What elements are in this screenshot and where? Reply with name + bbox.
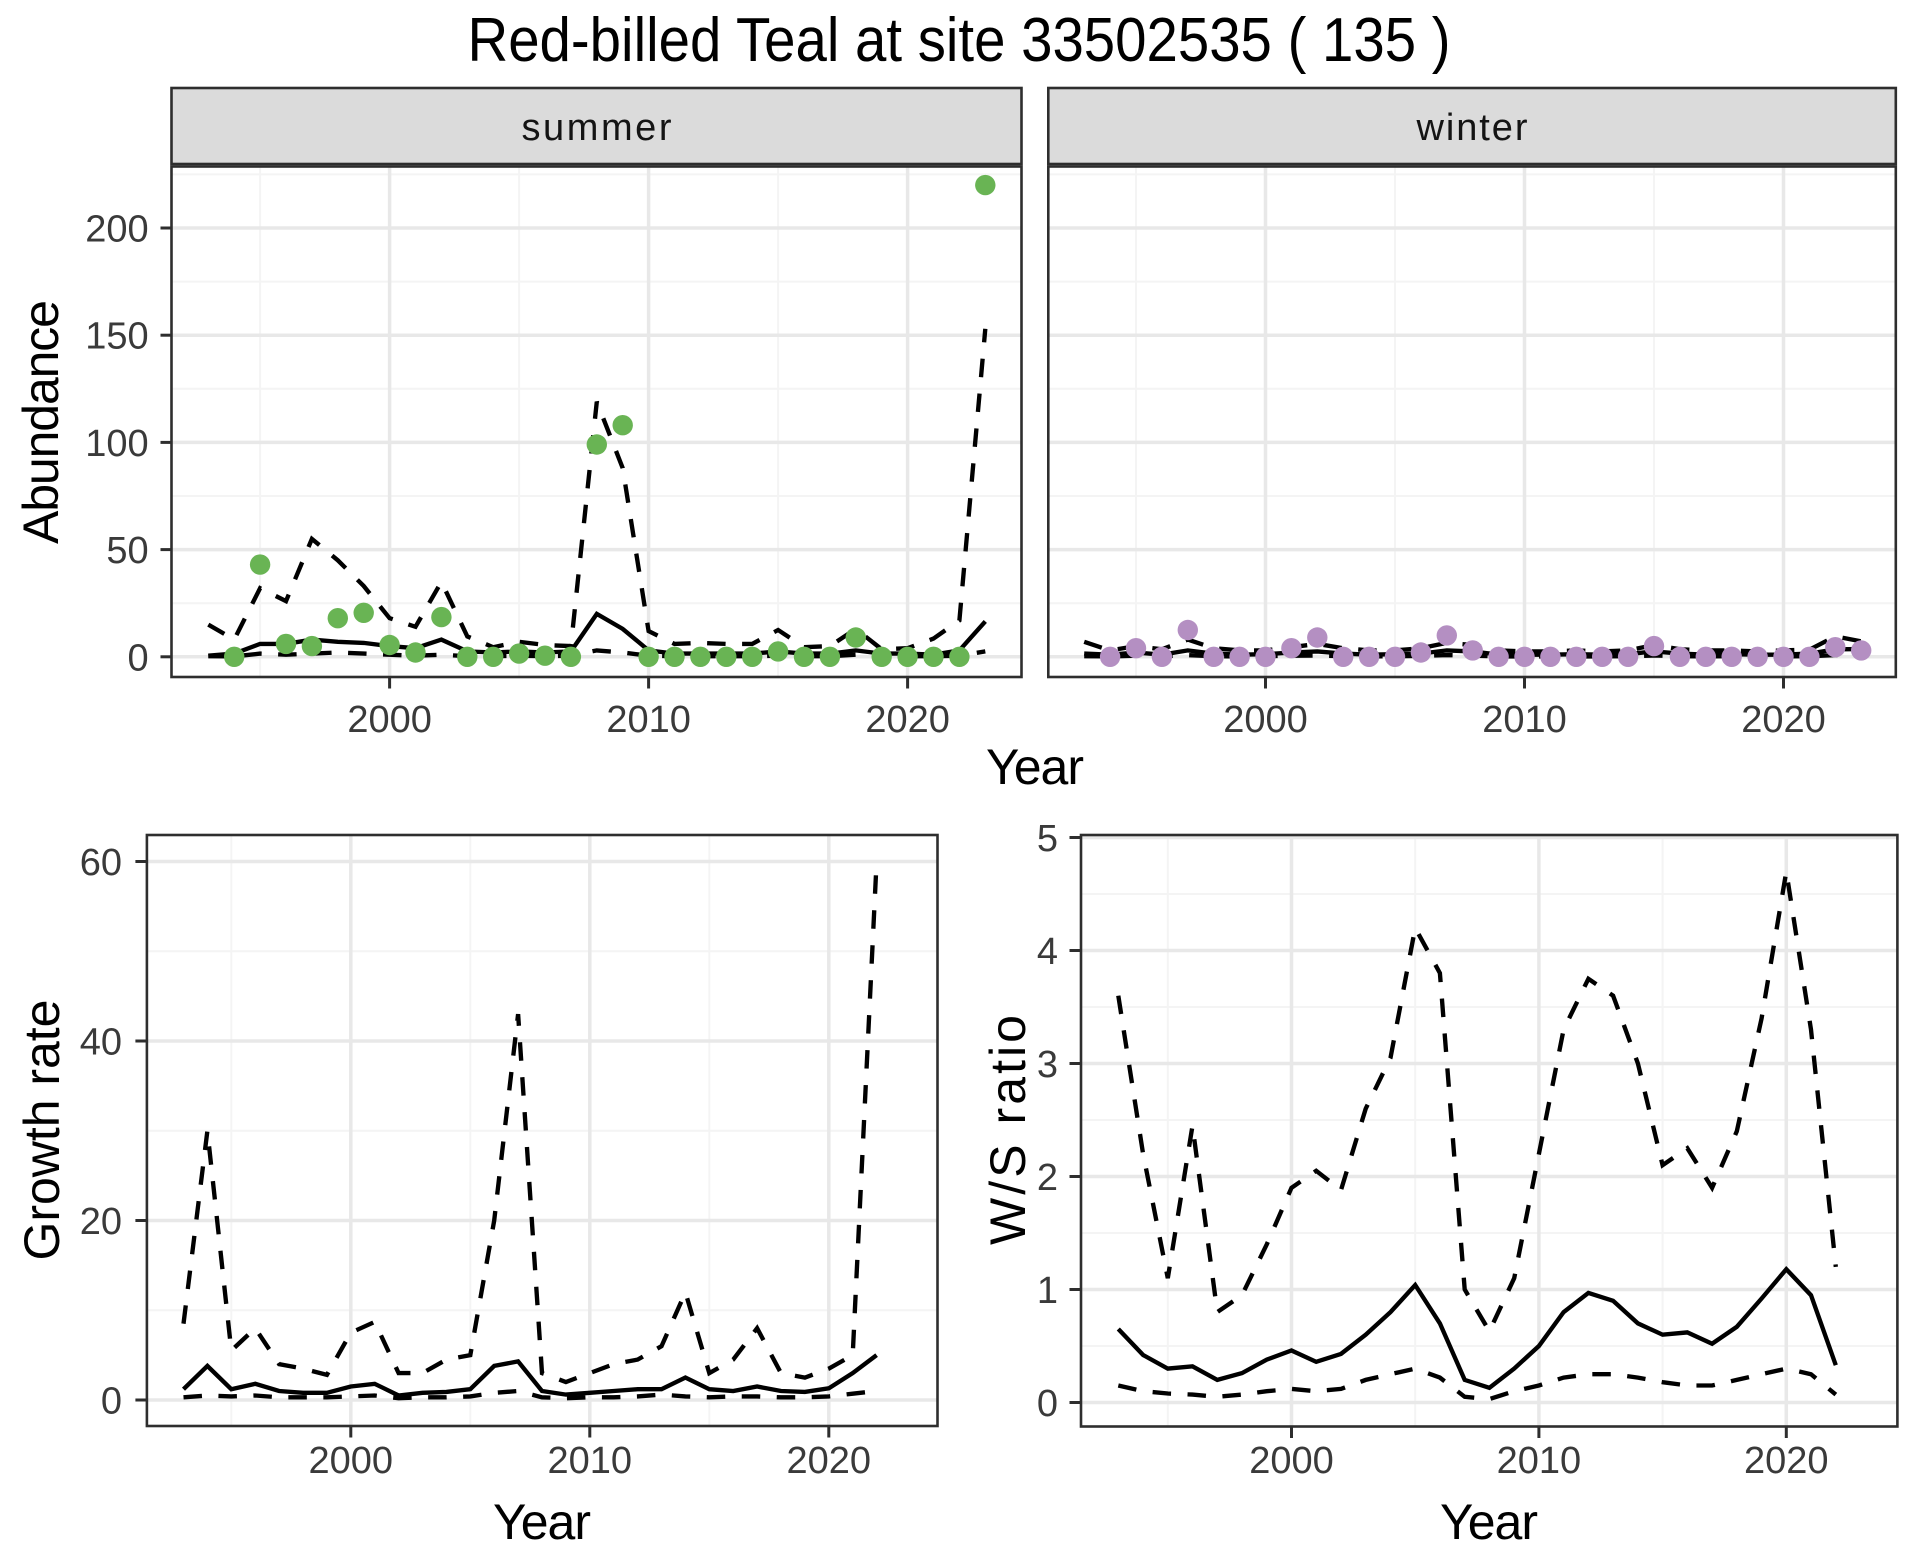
svg-text:2020: 2020 [865, 699, 950, 741]
svg-text:50: 50 [106, 530, 148, 572]
svg-text:5: 5 [1037, 818, 1058, 860]
svg-text:0: 0 [101, 1381, 122, 1423]
svg-text:1: 1 [1037, 1270, 1058, 1312]
svg-text:100: 100 [85, 423, 148, 465]
svg-text:Year: Year [986, 739, 1084, 795]
svg-text:150: 150 [85, 316, 148, 358]
svg-text:3: 3 [1037, 1044, 1058, 1086]
svg-text:Year: Year [1440, 1494, 1538, 1550]
svg-text:2010: 2010 [548, 1440, 633, 1482]
svg-text:summer: summer [522, 107, 672, 149]
svg-text:0: 0 [1037, 1383, 1058, 1425]
svg-text:2010: 2010 [606, 699, 691, 741]
svg-text:4: 4 [1037, 931, 1058, 973]
svg-text:2000: 2000 [309, 1440, 394, 1482]
svg-text:2010: 2010 [1482, 699, 1567, 741]
svg-text:Year: Year [493, 1494, 591, 1550]
svg-text:W/S ratio: W/S ratio [980, 1015, 1036, 1245]
svg-text:2020: 2020 [787, 1440, 872, 1482]
svg-text:Abundance: Abundance [13, 300, 69, 544]
svg-text:20: 20 [80, 1201, 122, 1243]
svg-text:2000: 2000 [1223, 699, 1308, 741]
svg-text:Red-billed Teal at site 335025: Red-billed Teal at site 33502535 ( 135 ) [468, 6, 1451, 75]
svg-text:60: 60 [80, 842, 122, 884]
svg-text:winter: winter [1416, 107, 1528, 149]
svg-text:0: 0 [128, 637, 149, 679]
svg-text:2020: 2020 [1744, 1440, 1829, 1482]
svg-text:2000: 2000 [347, 699, 432, 741]
svg-text:40: 40 [80, 1022, 122, 1064]
svg-text:200: 200 [85, 209, 148, 251]
svg-text:2010: 2010 [1497, 1440, 1582, 1482]
svg-text:2020: 2020 [1741, 699, 1826, 741]
svg-text:2000: 2000 [1249, 1440, 1334, 1482]
svg-text:2: 2 [1037, 1157, 1058, 1199]
svg-text:Growth rate: Growth rate [14, 1000, 70, 1261]
